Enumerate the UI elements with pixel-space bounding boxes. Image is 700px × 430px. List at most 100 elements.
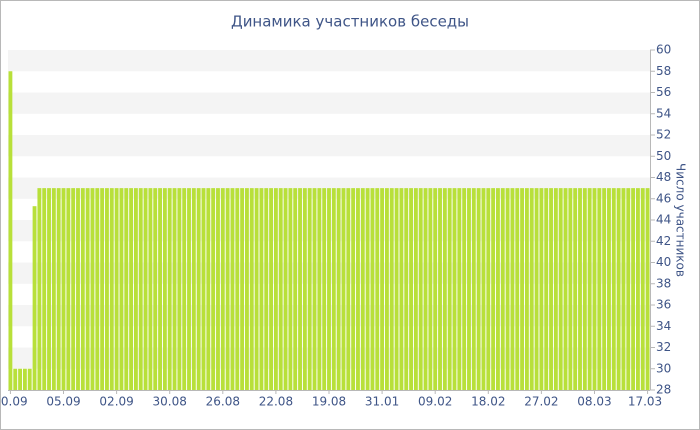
bar: [298, 188, 302, 390]
bar: [341, 188, 346, 390]
bar: [399, 188, 404, 390]
bar: [167, 188, 172, 390]
y-tick-label: 46: [656, 191, 671, 205]
bar: [351, 188, 356, 390]
bar: [356, 188, 360, 390]
bar: [283, 188, 288, 390]
y-tick-label: 50: [656, 149, 671, 163]
bar: [8, 71, 13, 390]
bar: [500, 188, 505, 390]
chart-title: Динамика участников беседы: [231, 13, 469, 31]
grid-band: [8, 113, 650, 135]
bar: [66, 188, 71, 390]
bar: [302, 188, 307, 390]
bar: [90, 188, 95, 390]
x-tick-label: 05.09: [46, 395, 80, 409]
y-axis-label: Число участников: [674, 163, 688, 277]
y-tick-label: 36: [656, 298, 671, 312]
bar: [235, 188, 240, 390]
y-tick-label: 38: [656, 276, 671, 290]
bar: [143, 188, 148, 390]
bar: [177, 188, 182, 390]
bar: [389, 188, 394, 390]
bar: [288, 188, 293, 390]
bar: [573, 188, 578, 390]
x-tick-label: 17.03: [628, 395, 662, 409]
y-tick-label: 34: [656, 319, 671, 333]
bar: [105, 188, 109, 390]
bar: [491, 188, 496, 390]
y-tick-label: 58: [656, 64, 671, 78]
bar: [187, 188, 191, 390]
bar: [211, 188, 216, 390]
y-tick-label: 56: [656, 85, 671, 99]
bar: [182, 188, 187, 390]
y-tick-label: 32: [656, 340, 671, 354]
bar: [534, 188, 539, 390]
bar: [216, 188, 220, 390]
bar: [467, 188, 471, 390]
bar: [191, 188, 196, 390]
bar: [452, 188, 457, 390]
bar: [418, 188, 423, 390]
bar: [312, 188, 317, 390]
bar: [597, 188, 602, 390]
bar: [206, 188, 211, 390]
bar: [37, 188, 42, 390]
bar: [447, 188, 452, 390]
bar: [404, 188, 409, 390]
bar: [225, 188, 230, 390]
bar: [331, 188, 336, 390]
bar: [496, 188, 500, 390]
bar: [32, 206, 37, 390]
grid-band: [8, 135, 650, 157]
bar: [592, 188, 597, 390]
bar: [148, 188, 153, 390]
bar: [259, 188, 264, 390]
bar: [462, 188, 467, 390]
bar: [621, 188, 626, 390]
bar: [558, 188, 563, 390]
bar: [196, 188, 201, 390]
bar: [380, 188, 385, 390]
bar: [505, 188, 510, 390]
bar: [553, 188, 558, 390]
bar: [520, 188, 525, 390]
y-tick-label: 54: [656, 106, 671, 120]
bar: [18, 368, 22, 390]
x-tick-label: 09.02: [418, 395, 452, 409]
x-tick-label: 30.08: [153, 395, 187, 409]
bar: [133, 188, 138, 390]
bar: [607, 188, 611, 390]
bar: [201, 188, 206, 390]
bar: [636, 188, 640, 390]
bar: [254, 188, 259, 390]
bar: [27, 368, 32, 390]
bar: [563, 188, 568, 390]
x-tick-label: 08.03: [577, 395, 611, 409]
bar: [336, 188, 341, 390]
x-tick-label: 18.02: [471, 395, 505, 409]
bar: [645, 188, 650, 390]
grid-band: [8, 50, 650, 72]
bar: [307, 188, 312, 390]
bar: [245, 188, 249, 390]
x-tick-label: 26.08: [206, 395, 240, 409]
bar: [360, 188, 365, 390]
grid-band: [8, 156, 650, 178]
bar: [273, 188, 278, 390]
x-tick-label: 02.09: [99, 395, 133, 409]
bar: [481, 188, 486, 390]
bar: [544, 188, 549, 390]
bar: [85, 188, 90, 390]
y-tick-label: 44: [656, 213, 671, 227]
bar: [240, 188, 245, 390]
bar: [568, 188, 573, 390]
bar: [616, 188, 621, 390]
bar: [370, 188, 375, 390]
bar: [442, 188, 447, 390]
bar: [394, 188, 399, 390]
grid-band: [8, 71, 650, 93]
bar: [138, 188, 143, 390]
x-tick-label: 27.02: [524, 395, 558, 409]
